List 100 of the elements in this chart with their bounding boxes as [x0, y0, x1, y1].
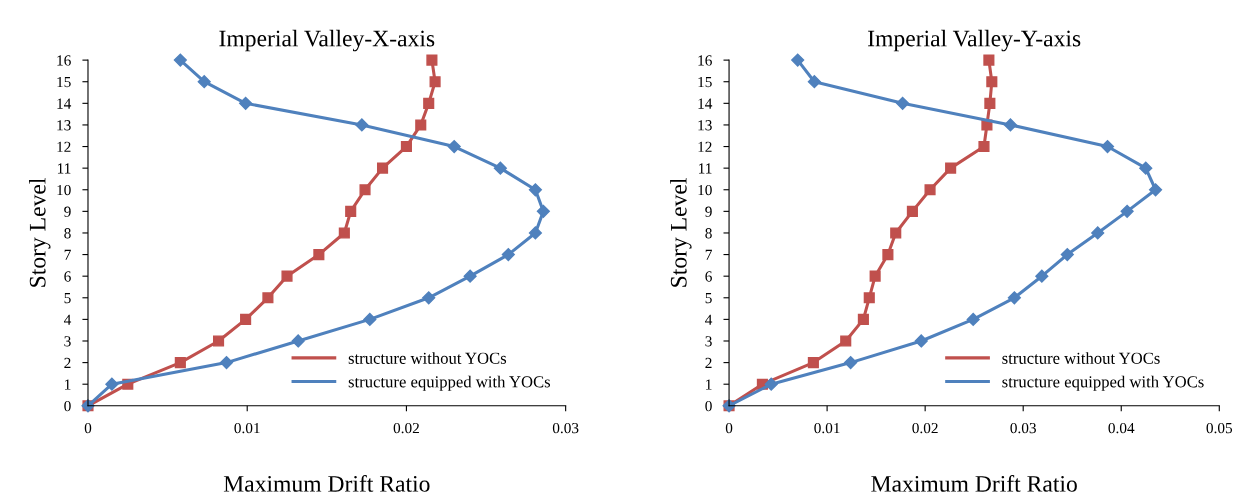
point: [983, 54, 995, 66]
point: [984, 97, 996, 109]
point: [422, 291, 436, 305]
point: [986, 76, 998, 88]
x-tick-label: 0.02: [393, 422, 419, 434]
x-tick-label: 0: [84, 422, 92, 434]
point: [840, 335, 852, 347]
point: [844, 356, 858, 370]
point: [376, 162, 389, 174]
y-tick-label: 13: [698, 120, 712, 131]
y-tick-label: 9: [64, 206, 71, 217]
x-tick-label: 0: [725, 422, 733, 434]
x-axis-title: Maximum Drift Ratio: [223, 474, 430, 492]
x-tick-label: 0.03: [552, 422, 579, 434]
point: [400, 140, 412, 153]
point: [463, 269, 477, 283]
point: [426, 54, 438, 66]
y-axis-title: Story Level: [29, 178, 51, 287]
y-tick-label: 12: [698, 141, 712, 152]
y-tick-label: 6: [64, 271, 71, 282]
point: [173, 53, 187, 67]
point: [1091, 226, 1105, 240]
x-tick-label: 0.02: [912, 422, 938, 434]
point: [1139, 161, 1153, 175]
y-tick-label: 9: [705, 206, 712, 217]
y-tick-label: 14: [57, 98, 72, 109]
y-tick-label: 2: [64, 357, 71, 368]
point: [359, 184, 371, 196]
point: [528, 183, 542, 197]
y-tick-label: 2: [705, 357, 712, 368]
point: [197, 75, 211, 89]
point: [313, 249, 325, 261]
y-tick-label: 8: [705, 228, 712, 239]
point: [914, 334, 928, 348]
point: [1035, 269, 1049, 283]
y-tick-label: 15: [57, 76, 71, 88]
point: [863, 292, 875, 304]
point: [536, 204, 550, 218]
point: [501, 247, 515, 262]
point: [882, 249, 894, 261]
y-tick-label: 10: [698, 184, 712, 196]
y-axis-title: Story Level: [670, 178, 692, 287]
y-tick-label: 15: [698, 76, 712, 88]
y-tick-label: 8: [64, 228, 71, 239]
y-tick-label: 12: [57, 141, 71, 152]
point: [291, 334, 305, 348]
point: [423, 97, 435, 109]
y-tick-label: 3: [64, 336, 71, 347]
point: [262, 292, 274, 304]
y-tick-label: 7: [64, 249, 71, 260]
point: [978, 140, 990, 153]
point: [1003, 118, 1018, 132]
y-tick-label: 16: [698, 55, 712, 66]
point: [338, 227, 350, 239]
point: [528, 226, 542, 240]
y-tick-label: 11: [699, 163, 712, 174]
point: [807, 357, 819, 369]
point: [174, 357, 186, 369]
y-tick-label: 1: [65, 379, 71, 390]
point: [791, 53, 805, 67]
point: [807, 75, 821, 89]
y-tick-label: 4: [705, 314, 713, 325]
point: [345, 205, 357, 217]
point: [906, 205, 918, 217]
point: [240, 313, 252, 325]
y-tick-label: 5: [705, 293, 712, 304]
y-tick-label: 16: [57, 55, 71, 66]
y-tick-label: 13: [57, 120, 71, 131]
point: [966, 312, 980, 326]
point: [239, 96, 253, 110]
point: [447, 139, 461, 154]
legend-label: structure without YOCs: [1002, 352, 1160, 364]
point: [1148, 183, 1163, 197]
point: [212, 335, 225, 347]
point: [355, 118, 369, 132]
legend-label: structure without YOCs: [348, 352, 507, 364]
x-tick-label: 0.05: [1206, 422, 1233, 434]
y-tick-label: 0: [705, 400, 712, 412]
chart-title: Imperial Valley-Y-axis: [868, 29, 1081, 52]
x-tick-label: 0.03: [1010, 422, 1036, 434]
point: [1120, 204, 1134, 218]
y-tick-label: 3: [705, 336, 712, 347]
y-tick-label: 10: [57, 184, 71, 196]
y-tick-label: 1: [706, 379, 712, 390]
y-tick-label: 6: [705, 271, 712, 282]
point: [945, 162, 957, 174]
point: [924, 184, 936, 196]
y-tick-label: 11: [57, 163, 71, 174]
point: [890, 227, 902, 239]
chart-title: Imperial Valley-X-axis: [219, 29, 435, 52]
y-tick-label: 14: [698, 98, 713, 109]
x-tick-label: 0.04: [1108, 422, 1135, 434]
legend-label: structure equipped with YOCs: [1002, 375, 1204, 391]
point: [493, 161, 507, 175]
point: [105, 377, 119, 391]
point: [1060, 247, 1074, 262]
point: [429, 76, 441, 88]
point: [415, 119, 427, 131]
y-tick-label: 5: [64, 293, 71, 304]
point: [363, 312, 377, 326]
